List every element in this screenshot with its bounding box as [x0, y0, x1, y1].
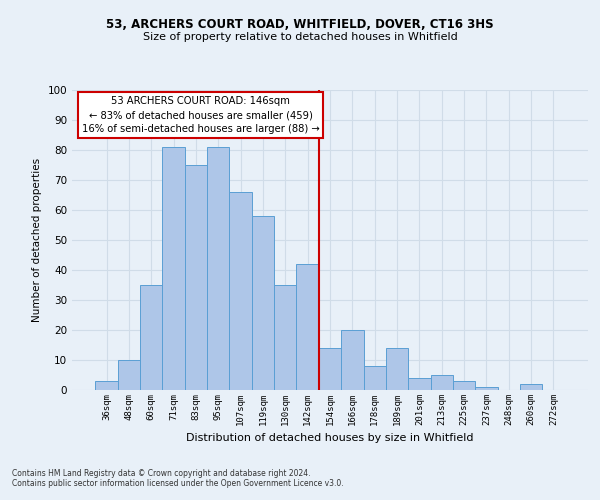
- Bar: [453, 381, 475, 390]
- Text: 53 ARCHERS COURT ROAD: 146sqm
← 83% of detached houses are smaller (459)
16% of : 53 ARCHERS COURT ROAD: 146sqm ← 83% of d…: [82, 96, 319, 134]
- Text: Contains public sector information licensed under the Open Government Licence v3: Contains public sector information licen…: [12, 478, 344, 488]
- Bar: [319, 348, 341, 390]
- Bar: [229, 192, 252, 390]
- X-axis label: Distribution of detached houses by size in Whitfield: Distribution of detached houses by size …: [186, 434, 474, 444]
- Bar: [163, 147, 185, 390]
- Bar: [341, 330, 364, 390]
- Bar: [408, 378, 431, 390]
- Text: Size of property relative to detached houses in Whitfield: Size of property relative to detached ho…: [143, 32, 457, 42]
- Bar: [296, 264, 319, 390]
- Bar: [140, 285, 163, 390]
- Bar: [95, 381, 118, 390]
- Bar: [118, 360, 140, 390]
- Bar: [475, 387, 497, 390]
- Bar: [207, 147, 229, 390]
- Text: 53, ARCHERS COURT ROAD, WHITFIELD, DOVER, CT16 3HS: 53, ARCHERS COURT ROAD, WHITFIELD, DOVER…: [106, 18, 494, 30]
- Bar: [364, 366, 386, 390]
- Bar: [185, 165, 207, 390]
- Text: Contains HM Land Registry data © Crown copyright and database right 2024.: Contains HM Land Registry data © Crown c…: [12, 468, 311, 477]
- Bar: [386, 348, 408, 390]
- Bar: [274, 285, 296, 390]
- Bar: [520, 384, 542, 390]
- Y-axis label: Number of detached properties: Number of detached properties: [32, 158, 42, 322]
- Bar: [252, 216, 274, 390]
- Bar: [431, 375, 453, 390]
